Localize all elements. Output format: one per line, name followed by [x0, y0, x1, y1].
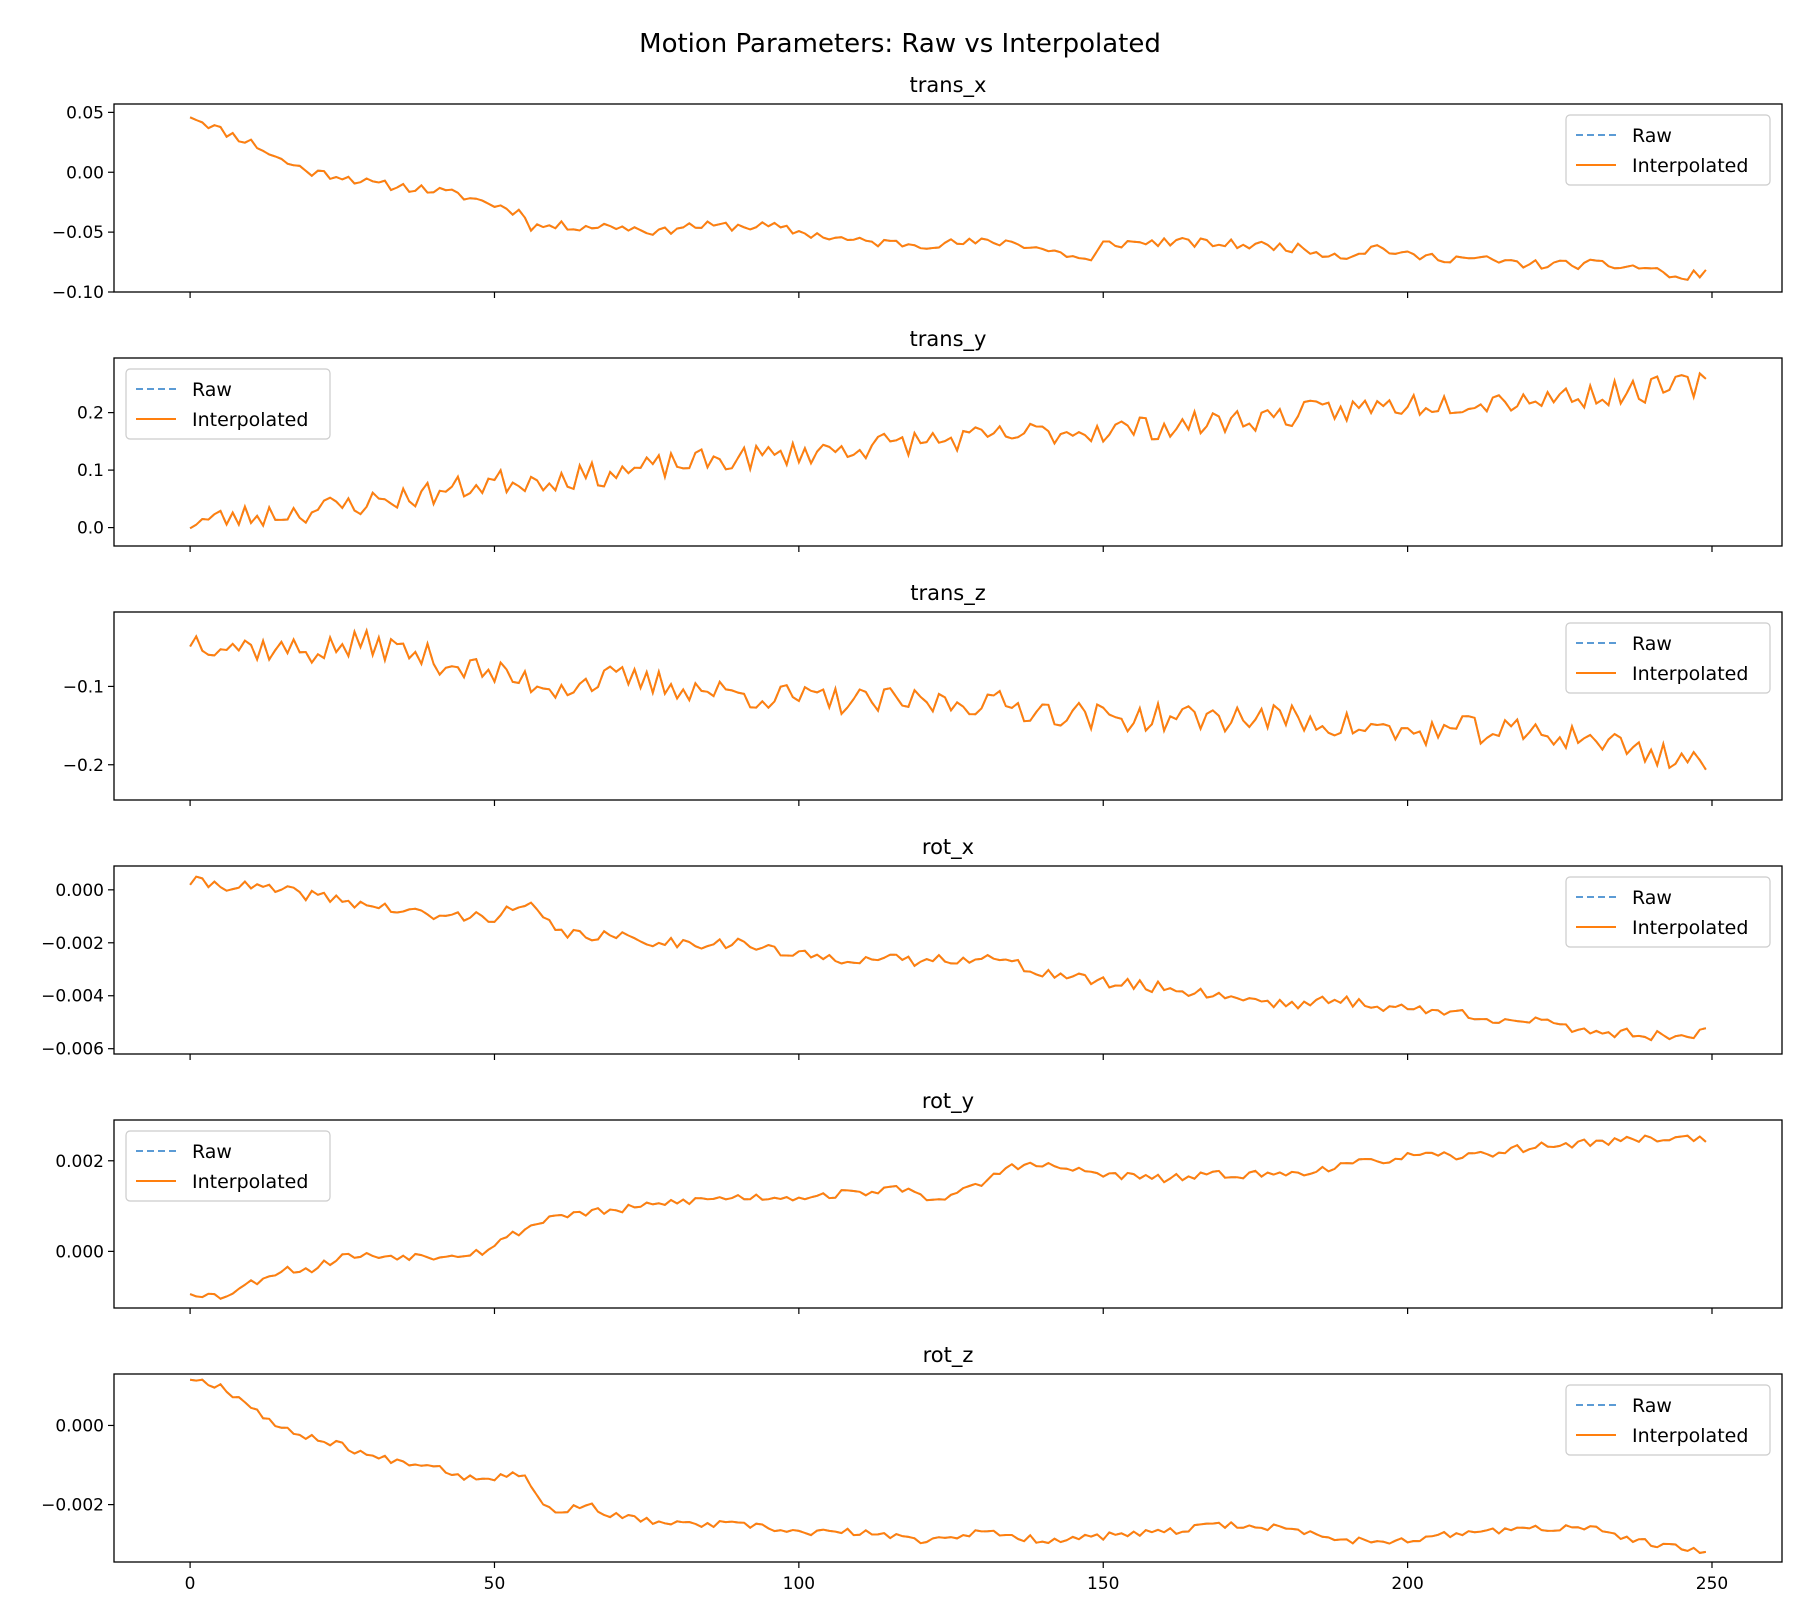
legend-box — [1565, 114, 1771, 186]
series-lines — [189, 116, 1707, 281]
legend-label-raw: Raw — [1632, 125, 1672, 147]
y-tick-label: 0.0 — [77, 519, 104, 539]
legend-label-interpolated: Interpolated — [1632, 155, 1748, 177]
series-lines — [189, 875, 1707, 1042]
legend-label-interpolated: Interpolated — [192, 1171, 308, 1193]
legend-label-raw: Raw — [1632, 887, 1672, 909]
subplot-rot_x: rot_x 0.000 −0.002 −0.004 −0.006 Raw Interpola… — [41, 835, 1783, 1060]
axes-frame — [113, 1373, 1783, 1563]
subplot-trans_y: trans_y 0.0 0.1 0.2 Raw Interpolated — [77, 327, 1783, 552]
y-tick-label: 0.000 — [55, 881, 104, 901]
subplot-title: rot_x — [922, 835, 974, 860]
legend: Raw Interpolated — [125, 1130, 331, 1202]
legend-box — [125, 368, 331, 440]
subplot-trans_z: trans_z −0.1 −0.2 Raw Interpolated — [63, 581, 1783, 806]
subplot-title: rot_y — [922, 1089, 974, 1114]
y-tick-label: 0.1 — [77, 461, 104, 481]
subplot-rot_y: rot_y 0.000 0.002 Raw Interpolated — [55, 1089, 1783, 1314]
series-lines — [189, 371, 1707, 530]
legend-box — [125, 1130, 331, 1202]
x-tick-label: 50 — [484, 1574, 506, 1594]
series-line-interpolated — [189, 627, 1707, 771]
axes-frame — [113, 1119, 1783, 1309]
legend-box — [1565, 622, 1771, 694]
y-tick-label: 0.2 — [77, 404, 104, 424]
legend-label-raw: Raw — [192, 379, 232, 401]
series-line-interpolated — [189, 875, 1707, 1042]
x-tick-label: 0 — [185, 1574, 196, 1594]
legend-label-interpolated: Interpolated — [1632, 917, 1748, 939]
y-tick-label: −0.05 — [52, 223, 104, 243]
y-tick-label: −0.002 — [41, 934, 104, 954]
series-line-interpolated — [189, 116, 1707, 281]
legend-box — [1565, 1384, 1771, 1456]
subplot-title: trans_y — [910, 327, 987, 352]
subplot-title: trans_x — [910, 73, 987, 98]
legend: Raw Interpolated — [125, 368, 331, 440]
y-tick-label: 0.05 — [66, 103, 104, 123]
legend-label-interpolated: Interpolated — [192, 409, 308, 431]
y-tick-label: 0.00 — [66, 163, 104, 183]
x-tick-label: 200 — [1391, 1574, 1423, 1594]
series-lines — [189, 1134, 1707, 1300]
series-lines — [189, 1378, 1707, 1554]
axes-frame — [113, 357, 1783, 547]
y-tick-label: −0.10 — [52, 283, 104, 303]
x-tick-label: 250 — [1696, 1574, 1728, 1594]
legend-label-raw: Raw — [1632, 633, 1672, 655]
y-tick-label: −0.2 — [63, 756, 104, 776]
subplot-trans_x: trans_x 0.05 0.00 −0.05 −0.10 Raw Interpolated — [52, 73, 1783, 303]
y-tick-label: 0.000 — [55, 1242, 104, 1262]
y-tick-label: −0.004 — [41, 987, 104, 1007]
axes-frame — [113, 611, 1783, 801]
subplot-rot_z: rot_z 0.000 −0.002 0 50 100 150 200 250 Raw Interp… — [41, 1343, 1783, 1594]
legend-label-interpolated: Interpolated — [1632, 1425, 1748, 1447]
subplots: trans_x0.050.00−0.05−0.10RawInterpolated… — [41, 73, 1783, 1594]
legend-label-raw: Raw — [1632, 1395, 1672, 1417]
series-line-interpolated — [189, 371, 1707, 530]
axes-frame — [113, 865, 1783, 1055]
y-tick-label: −0.1 — [63, 677, 104, 697]
legend: Raw Interpolated — [1565, 876, 1771, 948]
series-lines — [189, 627, 1707, 771]
y-tick-label: 0.002 — [55, 1152, 104, 1172]
figure-suptitle: Motion Parameters: Raw vs Interpolated — [639, 29, 1161, 59]
x-tick-label: 100 — [783, 1574, 815, 1594]
series-line-interpolated — [189, 1134, 1707, 1300]
y-tick-label: −0.002 — [41, 1496, 104, 1516]
legend: Raw Interpolated — [1565, 114, 1771, 186]
legend-label-raw: Raw — [192, 1141, 232, 1163]
legend: Raw Interpolated — [1565, 1384, 1771, 1456]
legend-label-interpolated: Interpolated — [1632, 663, 1748, 685]
y-tick-label: 0.000 — [55, 1416, 104, 1436]
axes-frame — [113, 103, 1783, 293]
legend: Raw Interpolated — [1565, 622, 1771, 694]
legend-box — [1565, 876, 1771, 948]
series-line-interpolated — [189, 1378, 1707, 1554]
subplot-title: rot_z — [923, 1343, 974, 1368]
y-tick-label: −0.006 — [41, 1040, 104, 1060]
subplot-title: trans_z — [910, 581, 986, 606]
x-tick-label: 150 — [1087, 1574, 1119, 1594]
